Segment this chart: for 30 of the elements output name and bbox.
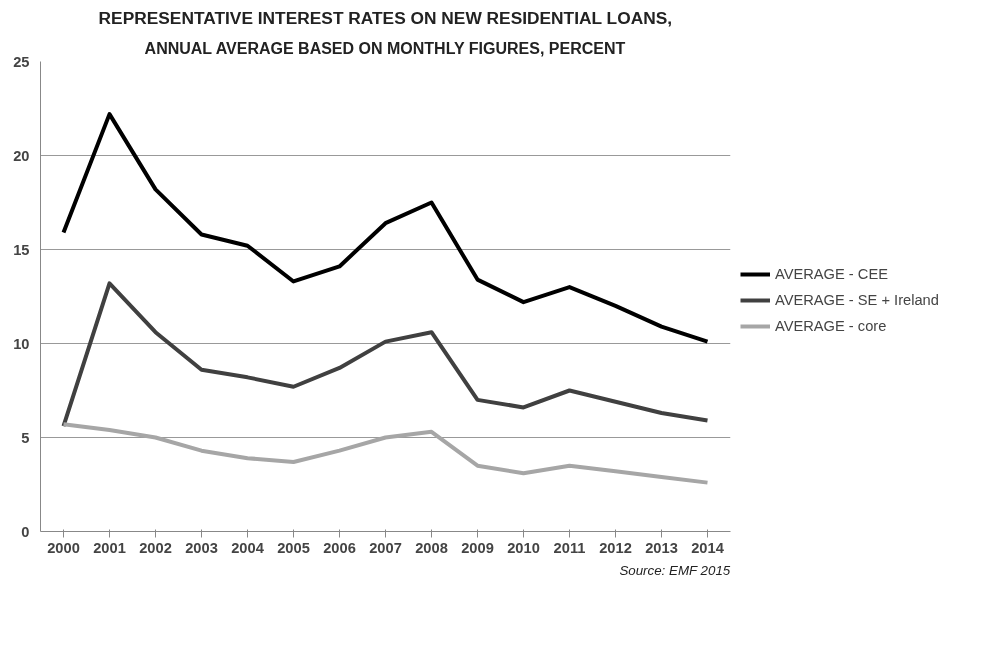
x-tick-label: 2008: [415, 539, 448, 556]
x-tick-label: 2003: [185, 539, 218, 556]
legend-label: AVERAGE - SE + Ireland: [775, 292, 939, 308]
x-tick-label: 2006: [323, 539, 356, 556]
legend-label: AVERAGE - core: [775, 318, 887, 334]
x-tick-label: 2013: [645, 539, 678, 556]
chart-subtitle: ANNUAL AVERAGE BASED ON MONTHLY FIGURES, PERCENT: [144, 39, 626, 57]
x-tick-label: 2001: [93, 539, 126, 556]
legend-label: AVERAGE - CEE: [775, 266, 888, 282]
y-tick-label: 25: [13, 53, 30, 70]
x-tick-label: 2004: [231, 539, 265, 556]
y-tick-label: 10: [13, 335, 30, 352]
line-series: [61, 281, 710, 429]
x-tick-label: 2012: [599, 539, 632, 556]
x-tick-label: 2011: [553, 539, 586, 556]
chart-title: REPRESENTATIVE INTEREST RATES ON NEW RESIDENTIAL LOANS,: [98, 7, 673, 28]
x-tick-label: 2002: [139, 539, 172, 556]
y-tick-label: 0: [21, 523, 30, 540]
x-tick-label: 2009: [461, 539, 494, 556]
source-note: Source: EMF 2015: [619, 562, 731, 578]
x-tick-label: 2014: [691, 539, 725, 556]
y-tick-label: 5: [21, 429, 30, 446]
line-series: [61, 112, 710, 344]
line-series: [61, 422, 710, 485]
x-tick-label: 2007: [369, 539, 402, 556]
x-tick-label: 2000: [47, 539, 80, 556]
y-tick-label: 15: [13, 241, 30, 258]
y-tick-label: 20: [13, 147, 30, 164]
x-tick-label: 2005: [277, 539, 310, 556]
x-tick-label: 2010: [507, 539, 540, 556]
